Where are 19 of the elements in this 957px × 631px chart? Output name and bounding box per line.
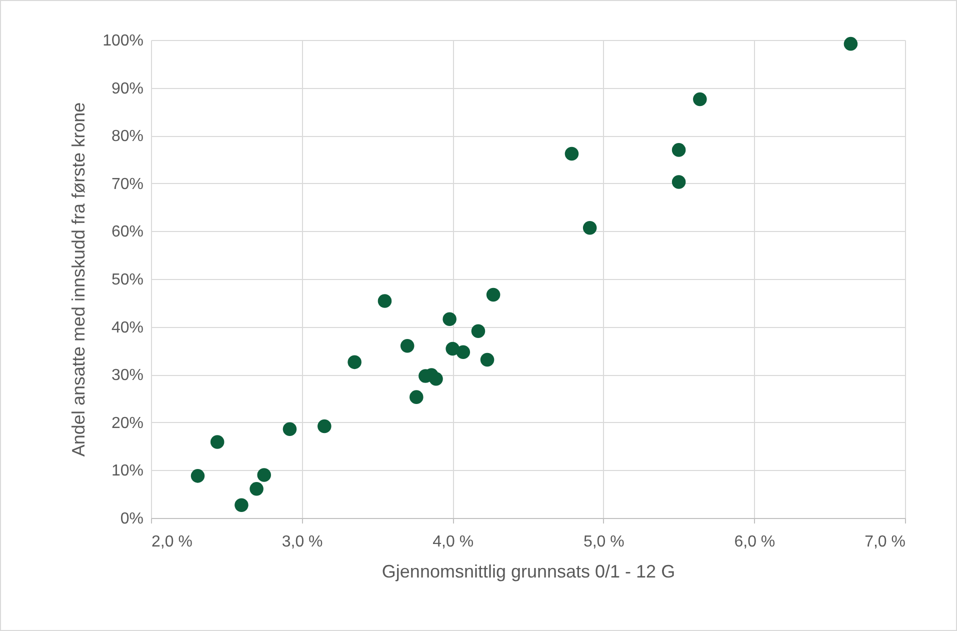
y-tick-label: 50% xyxy=(111,272,144,288)
y-tick-label: 10% xyxy=(111,462,144,480)
x-tick-label: 7,0 % xyxy=(864,534,906,550)
y-axis-title: Andel ansatte med innskudd fra første krone xyxy=(68,102,89,457)
y-tick-label: 40% xyxy=(111,319,144,336)
y-tick-label: 0% xyxy=(120,510,144,528)
y-tick-label: 20% xyxy=(111,414,144,432)
y-tick-label: 80% xyxy=(111,128,144,146)
y-tick-label: 90% xyxy=(111,80,144,98)
x-axis-title: Gjennomsnittlig grunnsats 0/1 - 12 G xyxy=(382,562,676,582)
y-tick-label: 60% xyxy=(111,224,144,241)
x-tick-label: 2,0 % xyxy=(152,534,192,550)
x-tick-label: 5,0 % xyxy=(583,534,624,550)
y-tick-label: 70% xyxy=(111,176,144,193)
y-tick-label: 100% xyxy=(102,32,144,50)
y-tick-label: 30% xyxy=(111,367,144,384)
x-tick-label: 4,0 % xyxy=(432,534,474,550)
x-tick-label: 6,0 % xyxy=(734,534,776,550)
x-tick-label: 3,0 % xyxy=(282,534,323,550)
